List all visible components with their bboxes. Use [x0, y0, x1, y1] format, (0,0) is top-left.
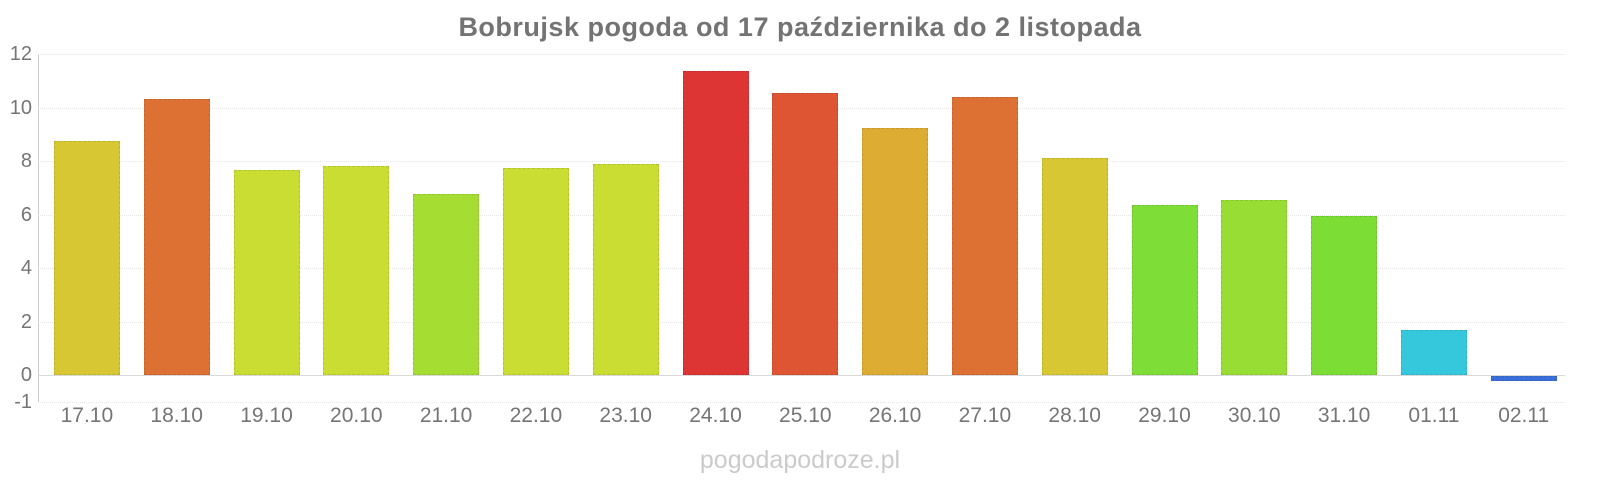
bar-17.10[interactable]: [53, 140, 120, 375]
x-axis-tick-label: 23.10: [599, 404, 652, 427]
x-axis-tick-label: 17.10: [60, 404, 114, 427]
x-axis-tick-label: 30.10: [1228, 404, 1281, 427]
y-axis-line: [38, 54, 39, 402]
bar-29.10[interactable]: [1131, 205, 1198, 375]
bar-26.10[interactable]: [862, 127, 929, 375]
bar-18.10[interactable]: [143, 99, 210, 375]
bar-25.10[interactable]: [772, 92, 839, 375]
bar-27.10[interactable]: [951, 96, 1018, 375]
x-axis-tick-label: 01.11: [1408, 404, 1460, 427]
x-axis-tick-label: 18.10: [150, 404, 203, 427]
bar-23.10[interactable]: [592, 163, 659, 375]
gridline-y0: [38, 375, 1565, 376]
y-axis-tick-label: -1: [14, 390, 32, 413]
x-axis-tick-label: 24.10: [689, 404, 742, 427]
bar-22.10[interactable]: [502, 167, 569, 375]
bar-24.10[interactable]: [682, 71, 749, 375]
bar-19.10[interactable]: [233, 170, 300, 375]
bar-28.10[interactable]: [1041, 158, 1108, 375]
chart-title: Bobrujsk pogoda od 17 października do 2 …: [458, 12, 1142, 42]
gridline-y-1: [38, 401, 1565, 403]
x-axis-tick-label: 21.10: [419, 404, 473, 427]
bar-01.11[interactable]: [1400, 329, 1467, 375]
bar-20.10[interactable]: [323, 166, 390, 375]
y-axis-tick-label: 12: [9, 43, 32, 65]
x-axis-tick-label: 25.10: [779, 404, 832, 427]
bar-31.10[interactable]: [1311, 215, 1378, 375]
x-axis-tick-label: 27.10: [958, 404, 1012, 427]
bar-21.10[interactable]: [413, 194, 480, 375]
x-axis-tick-label: 29.10: [1138, 404, 1191, 427]
y-axis-tick-label: 6: [20, 203, 32, 226]
y-axis-tick-label: 2: [20, 310, 32, 333]
x-axis-tick-label: 31.10: [1317, 404, 1371, 427]
bar-30.10[interactable]: [1221, 199, 1288, 375]
y-axis-tick-label: 4: [20, 257, 32, 279]
x-axis-tick-label: 20.10: [330, 404, 383, 427]
y-axis-tick-label: 0: [20, 364, 32, 386]
y-axis-tick-label: 10: [9, 96, 32, 119]
x-axis-tick-label: 22.10: [509, 404, 563, 427]
watermark: pogodapodroze.pl: [699, 446, 901, 474]
x-axis-tick-label: 28.10: [1048, 404, 1101, 427]
x-axis-tick-label: 19.10: [240, 404, 293, 427]
gridline-y12: [38, 54, 1565, 55]
bar-02.11[interactable]: [1490, 376, 1557, 382]
x-axis-tick-label: 26.10: [868, 404, 922, 427]
y-axis-tick-label: 8: [20, 150, 32, 172]
x-axis-tick-label: 02.11: [1498, 404, 1550, 427]
